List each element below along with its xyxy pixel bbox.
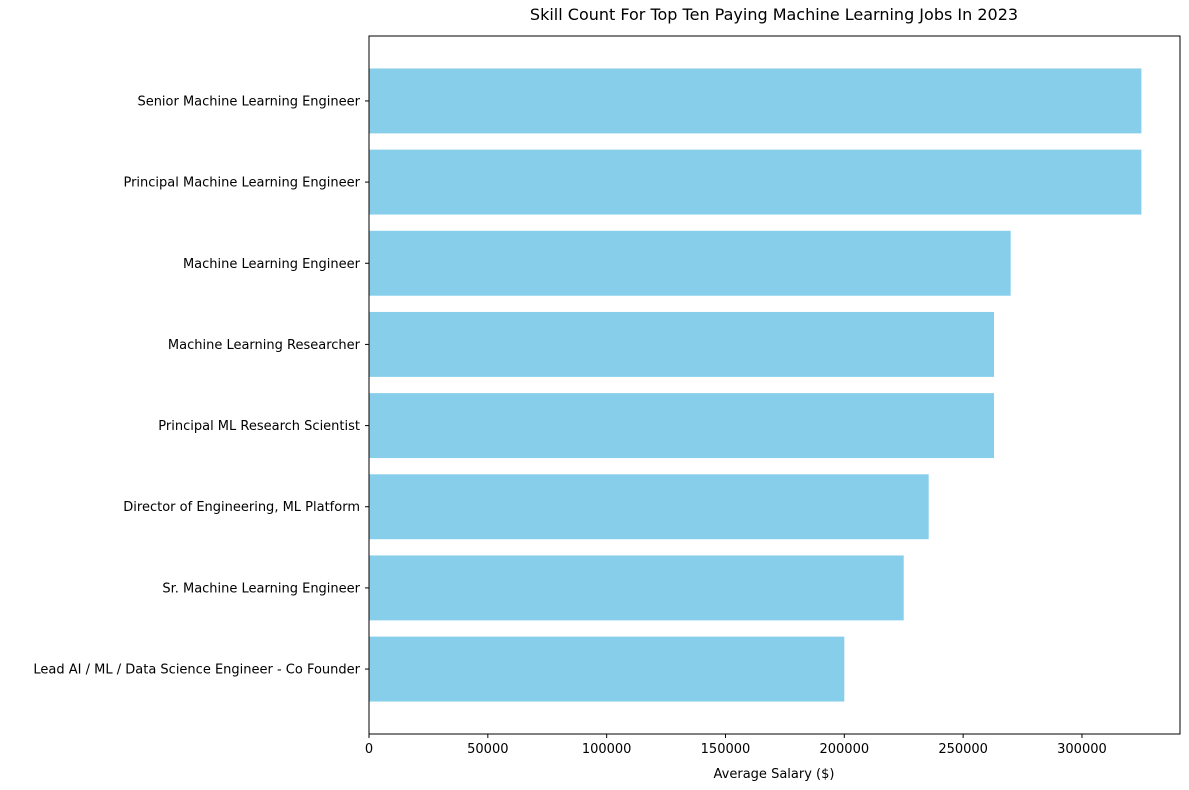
y-tick-label: Machine Learning Researcher (168, 338, 361, 353)
plot-frame (368, 35, 1181, 735)
x-tick-label: 300000 (1057, 742, 1107, 757)
x-axis-title: Average Salary ($) (714, 767, 835, 782)
x-tick-label: 250000 (938, 742, 988, 757)
y-tick-label: Principal Machine Learning Engineer (123, 176, 360, 191)
y-tick-label: Director of Engineering, ML Platform (123, 500, 360, 515)
bar (369, 230, 1011, 296)
bar (369, 149, 1142, 215)
y-tick-layer: Senior Machine Learning Engineer Principa… (33, 94, 369, 678)
bar (369, 311, 995, 377)
x-tick-label: 100000 (582, 742, 632, 757)
y-tick-label: Sr. Machine Learning Engineer (162, 581, 360, 596)
x-tick-label: 50000 (467, 742, 508, 757)
bar (369, 68, 1142, 134)
x-tick-label: 0 (365, 742, 373, 757)
x-tick-label: 150000 (701, 742, 751, 757)
x-tick-layer: 0 50000 100000 150000 200000 250000 300000 (365, 734, 1107, 757)
y-tick-label: Lead AI / ML / Data Science Engineer - C… (33, 663, 360, 678)
bar (369, 393, 995, 459)
bar (369, 474, 929, 540)
x-tick-label: 200000 (819, 742, 869, 757)
chart-title: Skill Count For Top Ten Paying Machine L… (530, 5, 1018, 24)
y-tick-label: Principal ML Research Scientist (158, 419, 360, 434)
y-tick-label: Machine Learning Engineer (183, 257, 361, 272)
y-tick-label: Senior Machine Learning Engineer (137, 94, 360, 109)
bars-layer (369, 68, 1142, 702)
bar (369, 555, 904, 621)
bar (369, 636, 845, 702)
